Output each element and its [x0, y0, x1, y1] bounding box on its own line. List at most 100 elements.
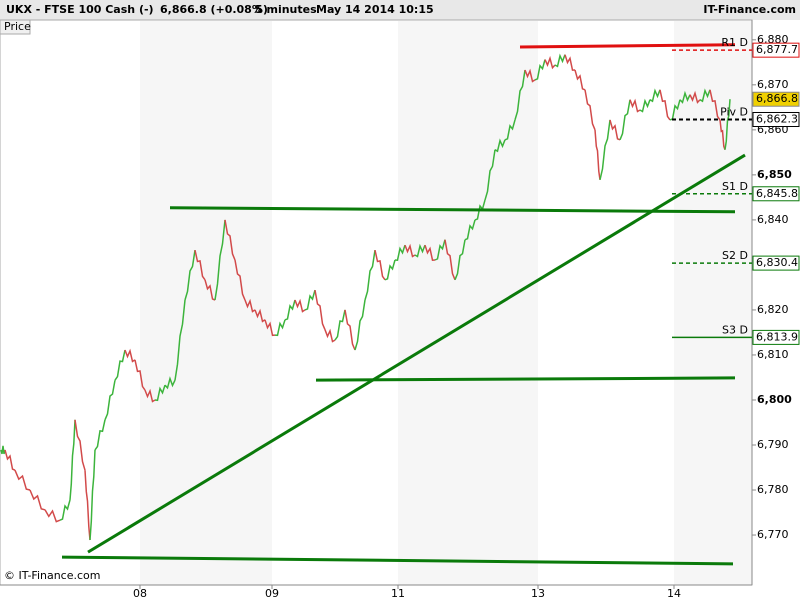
price-bar [454, 239, 466, 281]
plot-area [0, 19, 753, 586]
price-bar [619, 99, 631, 141]
price-bar [649, 88, 661, 103]
price-bar [194, 249, 206, 281]
price-bar [164, 376, 176, 390]
price-bar [689, 90, 701, 104]
x-tick-label: 08 [133, 587, 147, 600]
price-bar [334, 309, 346, 341]
price-bar [639, 98, 651, 113]
price-bar [584, 89, 596, 131]
price-bar [44, 509, 61, 523]
price-bar [504, 119, 516, 141]
price-bar [74, 419, 86, 471]
x-tick-label: 14 [667, 587, 681, 600]
price-bar [544, 55, 556, 70]
price-bar [374, 249, 386, 281]
symbol: UKX - FTSE 100 Cash (-) [6, 3, 154, 16]
level-label: 6,813.9 [756, 330, 798, 343]
price-bar [89, 449, 96, 541]
interval: 5 minutes [255, 3, 317, 16]
level-label: 6,830.4 [756, 256, 798, 269]
price-bar [679, 90, 691, 104]
price-bar [524, 68, 536, 83]
x-tick-label: 13 [531, 587, 545, 600]
level-box [752, 186, 800, 202]
day-band [398, 21, 538, 585]
last-price-box [752, 91, 800, 107]
price-bar [434, 239, 446, 261]
level-label: 6,845.8 [756, 187, 798, 200]
price-bar [344, 309, 356, 351]
price-bar [564, 54, 576, 71]
y-tick-label: 6,790 [757, 438, 789, 451]
price-bar [59, 499, 71, 521]
price-bar [154, 384, 166, 402]
header-bar [0, 0, 800, 20]
day-band [140, 21, 272, 585]
price-bar [594, 129, 601, 180]
price-bar [234, 259, 246, 301]
price-bar [4, 449, 16, 471]
level-box [752, 255, 800, 271]
quote: 6,866.8 (+0.08%) [160, 3, 268, 16]
y-tick-label: 6,880 [757, 33, 789, 46]
price-bar [84, 470, 91, 541]
price-bar [354, 299, 366, 351]
price-bar [444, 239, 456, 281]
trendline [315, 376, 736, 382]
price-bar [659, 89, 671, 121]
level-box [752, 329, 800, 345]
price-bar [314, 289, 326, 330]
datetime: May 14 2014 10:15 [316, 3, 434, 16]
price-bar [474, 199, 486, 221]
price-bar [404, 243, 416, 258]
price-bar [174, 299, 186, 381]
tab[interactable] [0, 19, 31, 35]
y-tick-label: 6,800 [757, 393, 792, 406]
price-bar [699, 88, 711, 103]
y-tick-label: 6,820 [757, 303, 789, 316]
price-bar [204, 279, 216, 301]
price-bar [554, 53, 566, 68]
trendline [61, 555, 734, 566]
price-bar [629, 98, 641, 113]
price-bar [274, 319, 286, 337]
y-tick-label: 6,850 [757, 168, 792, 181]
price-bar [424, 244, 436, 262]
price-bar [14, 469, 31, 491]
price-bar [264, 319, 276, 337]
price-bar [574, 69, 586, 91]
brand: IT-Finance.com [703, 3, 796, 16]
price-bar [324, 328, 336, 343]
price-bar [284, 299, 296, 321]
price-bar [724, 99, 731, 150]
price-bar [464, 219, 476, 241]
price-bar [534, 59, 546, 81]
price-bar [69, 419, 76, 500]
day-band [674, 21, 752, 585]
y-tick-label: 6,870 [757, 78, 789, 91]
price-bar [609, 119, 621, 141]
price-bar [224, 219, 236, 261]
tab-label: Price [4, 20, 31, 33]
price-bar [414, 243, 426, 258]
y-tick-label: 6,810 [757, 348, 789, 361]
price-bar [29, 489, 46, 511]
level-name: R1 D [721, 36, 748, 49]
price-bar [364, 249, 376, 301]
price-bar [304, 289, 316, 311]
level-name: S3 D [722, 323, 748, 336]
price-bar [514, 69, 526, 121]
level-name: S1 D [722, 180, 748, 193]
price-bar [134, 359, 146, 391]
price-bar [669, 99, 681, 121]
price-bar [719, 119, 726, 150]
trendline [87, 153, 746, 554]
price-bar [184, 249, 196, 301]
y-tick-label: 6,840 [757, 213, 789, 226]
price-bar [494, 138, 506, 153]
price-bar [294, 298, 306, 313]
price-bar [254, 308, 266, 323]
level-name: S2 D [722, 249, 748, 262]
